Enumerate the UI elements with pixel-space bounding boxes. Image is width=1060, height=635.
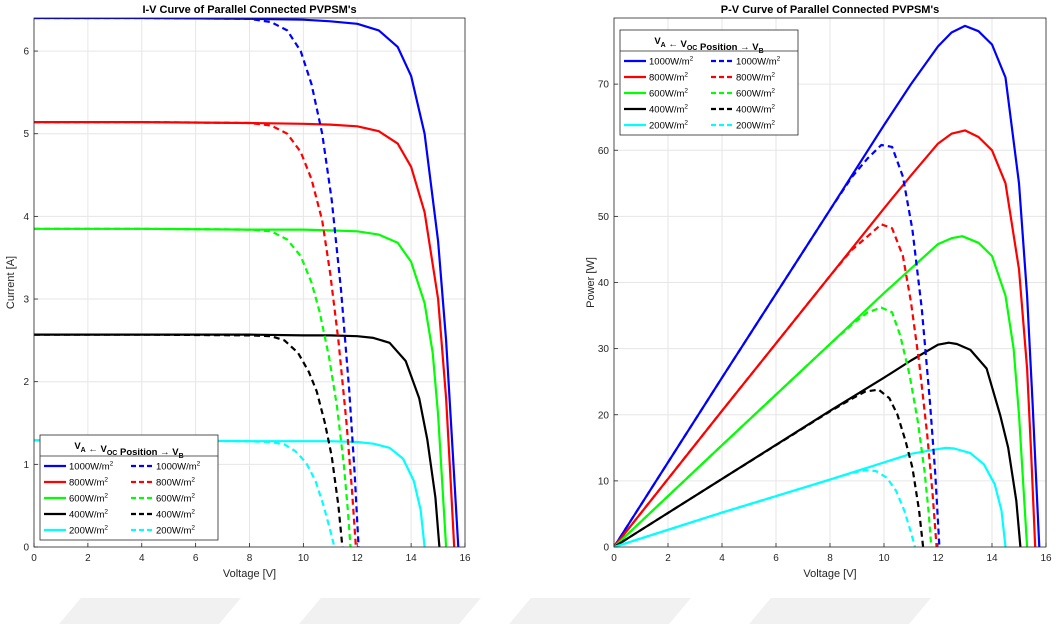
x-tick-label: 12 <box>352 553 364 564</box>
series-line-vb-1 <box>34 18 360 547</box>
x-tick-label: 14 <box>986 553 998 564</box>
series-line-va-1 <box>34 18 460 547</box>
y-tick-label: 2 <box>23 377 29 388</box>
legend-label: 800W/m2 <box>69 477 108 489</box>
x-tick-label: 4 <box>139 553 145 564</box>
y-tick-label: 60 <box>598 146 610 157</box>
y-tick-label: 40 <box>598 278 610 289</box>
series-line-va-2 <box>614 129 1037 547</box>
y-tick-label: 70 <box>598 80 610 91</box>
y-tick-label: 0 <box>23 543 29 554</box>
chart-title: I-V Curve of Parallel Connected PVPSM's <box>142 4 356 16</box>
y-tick-label: 50 <box>598 212 610 223</box>
legend-header: VA ← VOC Position → VB <box>74 441 183 460</box>
series-line-vb-3 <box>614 306 933 547</box>
series-line-vb-2 <box>614 223 938 547</box>
y-tick-label: 0 <box>603 543 609 554</box>
series-line-vb-5 <box>614 469 917 547</box>
x-tick-label: 16 <box>459 553 471 564</box>
legend-label: 800W/m2 <box>736 72 775 84</box>
x-tick-label: 12 <box>932 553 944 564</box>
watermark-stripe <box>299 598 481 624</box>
series-line-vb-4 <box>34 333 344 547</box>
legend-header: VA ← VOC Position → VB <box>654 36 763 55</box>
legend-label: 800W/m2 <box>649 72 688 84</box>
y-tick-label: 1 <box>23 460 29 471</box>
y-tick-label: 6 <box>23 47 29 58</box>
chart-title: P-V Curve of Parallel Connected PVPSM's <box>721 4 939 16</box>
series-group <box>34 18 460 547</box>
y-tick-label: 30 <box>598 344 610 355</box>
legend-label: 400W/m2 <box>649 104 688 116</box>
series-line-va-3 <box>614 235 1029 547</box>
series-line-vb-1 <box>614 143 941 547</box>
legend-label: 400W/m2 <box>156 509 195 521</box>
legend-label: 1000W/m2 <box>736 56 781 68</box>
legend-box <box>619 29 799 136</box>
legend-label: 600W/m2 <box>649 88 688 100</box>
legend-label: 1000W/m2 <box>69 461 114 473</box>
series-line-vb-4 <box>614 388 925 547</box>
series-line-va-4 <box>614 341 1022 547</box>
watermark-stripe <box>749 598 931 624</box>
series-line-vb-2 <box>34 121 357 547</box>
legend-label: 200W/m2 <box>736 120 775 132</box>
legend-label: 600W/m2 <box>69 493 108 505</box>
x-tick-label: 10 <box>878 553 890 564</box>
x-tick-label: 4 <box>719 553 725 564</box>
y-tick-label: 3 <box>23 295 29 306</box>
x-tick-label: 8 <box>827 553 833 564</box>
series-line-vb-3 <box>34 227 352 547</box>
series-line-vb-5 <box>34 439 336 547</box>
y-axis-label: Power [W] <box>585 257 597 308</box>
legend-box <box>39 434 219 541</box>
legend-label: 200W/m2 <box>156 525 195 537</box>
legend-label: 800W/m2 <box>156 477 195 489</box>
x-tick-label: 2 <box>665 553 671 564</box>
legend-label: 1000W/m2 <box>156 461 201 473</box>
x-tick-label: 6 <box>773 553 779 564</box>
x-tick-label: 0 <box>611 553 617 564</box>
x-tick-label: 2 <box>85 553 91 564</box>
x-tick-label: 0 <box>31 553 37 564</box>
series-line-va-5 <box>614 446 1007 547</box>
y-tick-label: 10 <box>598 476 610 487</box>
watermark-stripe <box>509 598 691 624</box>
legend-label: 400W/m2 <box>736 104 775 116</box>
legend-label: 200W/m2 <box>69 525 108 537</box>
x-tick-label: 16 <box>1040 553 1052 564</box>
y-axis-label: Current [A] <box>5 256 17 309</box>
chart-panel-2: 0 2 4 6 8 10 12 14 16 0 10 20 30 40 50 60 70 P-V Curve of… <box>585 4 1052 580</box>
legend-label: 400W/m2 <box>69 509 108 521</box>
x-axis-label: Voltage [V] <box>803 568 856 580</box>
legend-label: 600W/m2 <box>156 493 195 505</box>
x-tick-label: 6 <box>193 553 199 564</box>
x-axis-label: Voltage [V] <box>223 568 276 580</box>
x-tick-label: 14 <box>406 553 418 564</box>
series-line-va-5 <box>34 439 426 547</box>
x-tick-label: 10 <box>298 553 310 564</box>
legend-label: 200W/m2 <box>649 120 688 132</box>
y-tick-label: 20 <box>598 410 610 421</box>
legend-label: 600W/m2 <box>736 88 775 100</box>
x-tick-label: 8 <box>247 553 253 564</box>
watermark-stripe <box>59 598 241 624</box>
series-group <box>614 24 1041 547</box>
y-tick-label: 4 <box>23 212 29 223</box>
y-tick-label: 5 <box>23 129 29 140</box>
legend-label: 1000W/m2 <box>649 56 694 68</box>
